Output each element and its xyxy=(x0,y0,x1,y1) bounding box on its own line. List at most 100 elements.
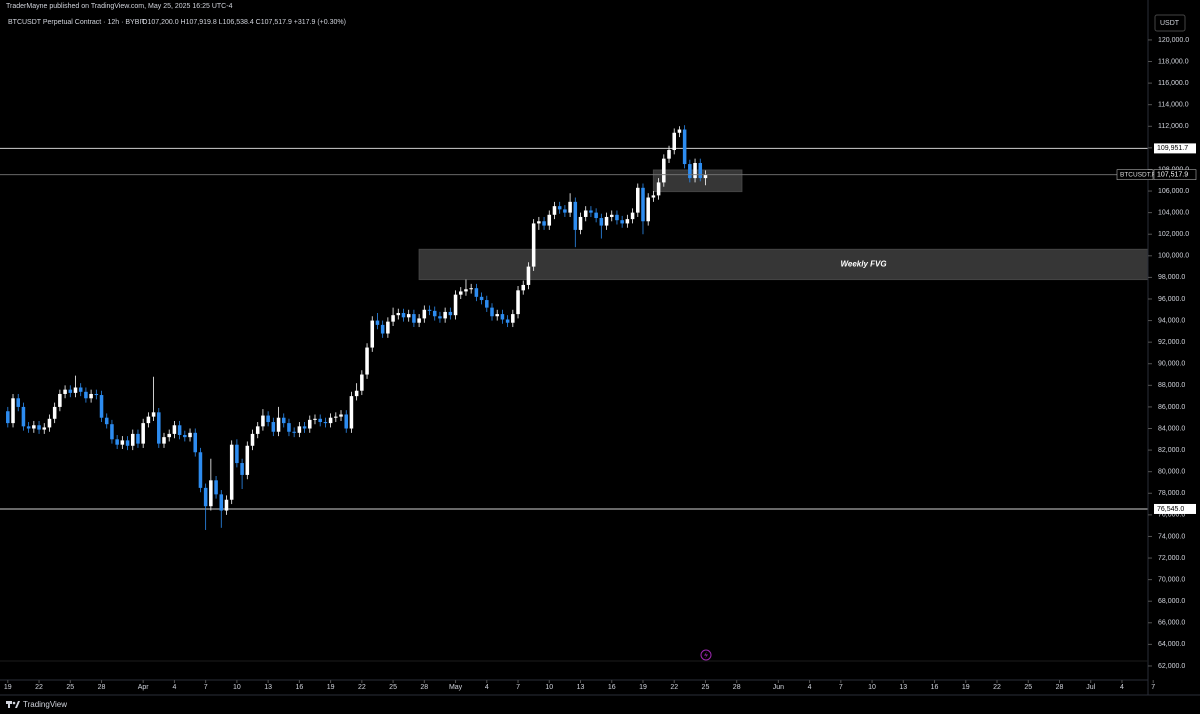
candle-body xyxy=(292,431,296,433)
candle-body xyxy=(240,463,244,475)
x-tick-label: 22 xyxy=(35,684,43,691)
y-tick-label: 80,000.0 xyxy=(1158,469,1185,476)
candle-body xyxy=(354,390,359,397)
candle-body xyxy=(203,487,208,507)
candle-body xyxy=(464,289,468,292)
candle-body xyxy=(698,162,703,179)
candle-body xyxy=(630,212,635,220)
x-tick-label: 19 xyxy=(327,684,335,691)
candle-body xyxy=(396,313,401,316)
candle-body xyxy=(188,432,192,438)
candle-body xyxy=(672,132,676,151)
candle-body xyxy=(677,129,682,133)
y-tick-label: 118,000.0 xyxy=(1158,58,1189,65)
candle-body xyxy=(297,426,302,433)
candle-body xyxy=(11,398,15,424)
candle-body xyxy=(573,201,578,230)
zone xyxy=(652,169,743,193)
candle-body xyxy=(110,424,114,440)
candle-body xyxy=(63,389,67,394)
candle-body xyxy=(667,150,671,159)
candle-body xyxy=(339,414,343,417)
candle-body xyxy=(568,201,572,213)
x-tick-label: 4 xyxy=(485,684,489,691)
x-tick-label: 7 xyxy=(204,684,208,691)
candle-body xyxy=(599,218,604,226)
candle-body xyxy=(365,347,369,375)
candle-body xyxy=(688,164,692,179)
candle-body xyxy=(703,174,708,179)
y-tick-label: 104,000.0 xyxy=(1158,209,1189,216)
y-tick-label: 86,000.0 xyxy=(1158,404,1185,411)
y-tick-label: 82,000.0 xyxy=(1158,447,1185,454)
candle-body xyxy=(427,309,432,311)
candle-body xyxy=(308,419,312,429)
candle-body xyxy=(21,406,26,427)
candle-body xyxy=(547,214,552,226)
x-tick-label: 22 xyxy=(670,684,678,691)
candle-body xyxy=(245,445,250,475)
candle-body xyxy=(276,417,281,432)
candle-body xyxy=(469,288,473,290)
candle-body xyxy=(458,291,463,295)
candle-body xyxy=(214,480,218,495)
candle-body xyxy=(6,411,10,424)
y-tick-label: 64,000.0 xyxy=(1158,641,1185,648)
currency: USDT xyxy=(1160,20,1180,27)
candle-body xyxy=(537,221,541,224)
candle-body xyxy=(26,426,31,429)
series-name: BTCUSDT.P xyxy=(1120,171,1156,178)
y-tick-label: 102,000.0 xyxy=(1158,231,1189,238)
candle-body xyxy=(505,319,510,323)
level-label-box xyxy=(1154,143,1196,154)
candle-body xyxy=(104,417,109,425)
x-tick-label: 16 xyxy=(931,684,939,691)
x-tick-label: Apr xyxy=(138,684,150,691)
y-tick-label: 72,000.0 xyxy=(1158,555,1185,562)
candle-body xyxy=(412,314,416,323)
level-label-box xyxy=(1154,503,1196,514)
candle-body xyxy=(583,210,588,217)
x-tick-label: 10 xyxy=(545,684,553,691)
candle-body xyxy=(662,158,666,183)
candle-body xyxy=(177,425,182,435)
candle-body xyxy=(641,187,645,222)
candle-body xyxy=(521,284,526,291)
candle-body xyxy=(229,444,234,500)
candle-body xyxy=(443,311,447,319)
candle-body xyxy=(391,315,395,322)
candle-body xyxy=(604,216,609,226)
x-tick-label: 25 xyxy=(389,684,397,691)
y-tick-label: 112,000.0 xyxy=(1158,123,1189,130)
y-tick-label: 92,000.0 xyxy=(1158,339,1185,346)
candle-body xyxy=(58,393,62,407)
candle-body xyxy=(531,223,536,267)
candle-body xyxy=(37,425,41,430)
candle-body xyxy=(526,266,531,285)
candle-body xyxy=(130,433,135,446)
y-tick-label: 62,000.0 xyxy=(1158,663,1185,670)
candle-body xyxy=(193,432,198,453)
x-tick-label: 16 xyxy=(295,684,303,691)
last-price-box xyxy=(1153,169,1197,180)
y-tick-label: 96,000.0 xyxy=(1158,296,1185,303)
zone xyxy=(418,248,1149,281)
candle-body xyxy=(375,320,380,325)
y-tick-label: 84,000.0 xyxy=(1158,425,1185,432)
y-tick-label: 120,000.0 xyxy=(1158,37,1189,44)
x-tick-label: 28 xyxy=(733,684,741,691)
last-price-label: 107,517.9 xyxy=(1157,172,1188,179)
candle-body xyxy=(360,374,364,391)
alert-icon[interactable] xyxy=(700,649,712,661)
x-tick-label: 10 xyxy=(868,684,876,691)
candle-body xyxy=(370,320,375,348)
candle-body xyxy=(172,425,177,434)
currency-box[interactable] xyxy=(1154,14,1186,32)
y-tick-label: 98,000.0 xyxy=(1158,274,1185,281)
ohlc-legend: O107,200.0 H107,919.8 L106,538.4 C107,51… xyxy=(142,19,346,26)
y-tick-label: 74,000.0 xyxy=(1158,533,1185,540)
candle-body xyxy=(557,206,562,210)
x-tick-label: 13 xyxy=(899,684,907,691)
candle-body xyxy=(235,444,239,464)
x-tick-label: 4 xyxy=(808,684,812,691)
